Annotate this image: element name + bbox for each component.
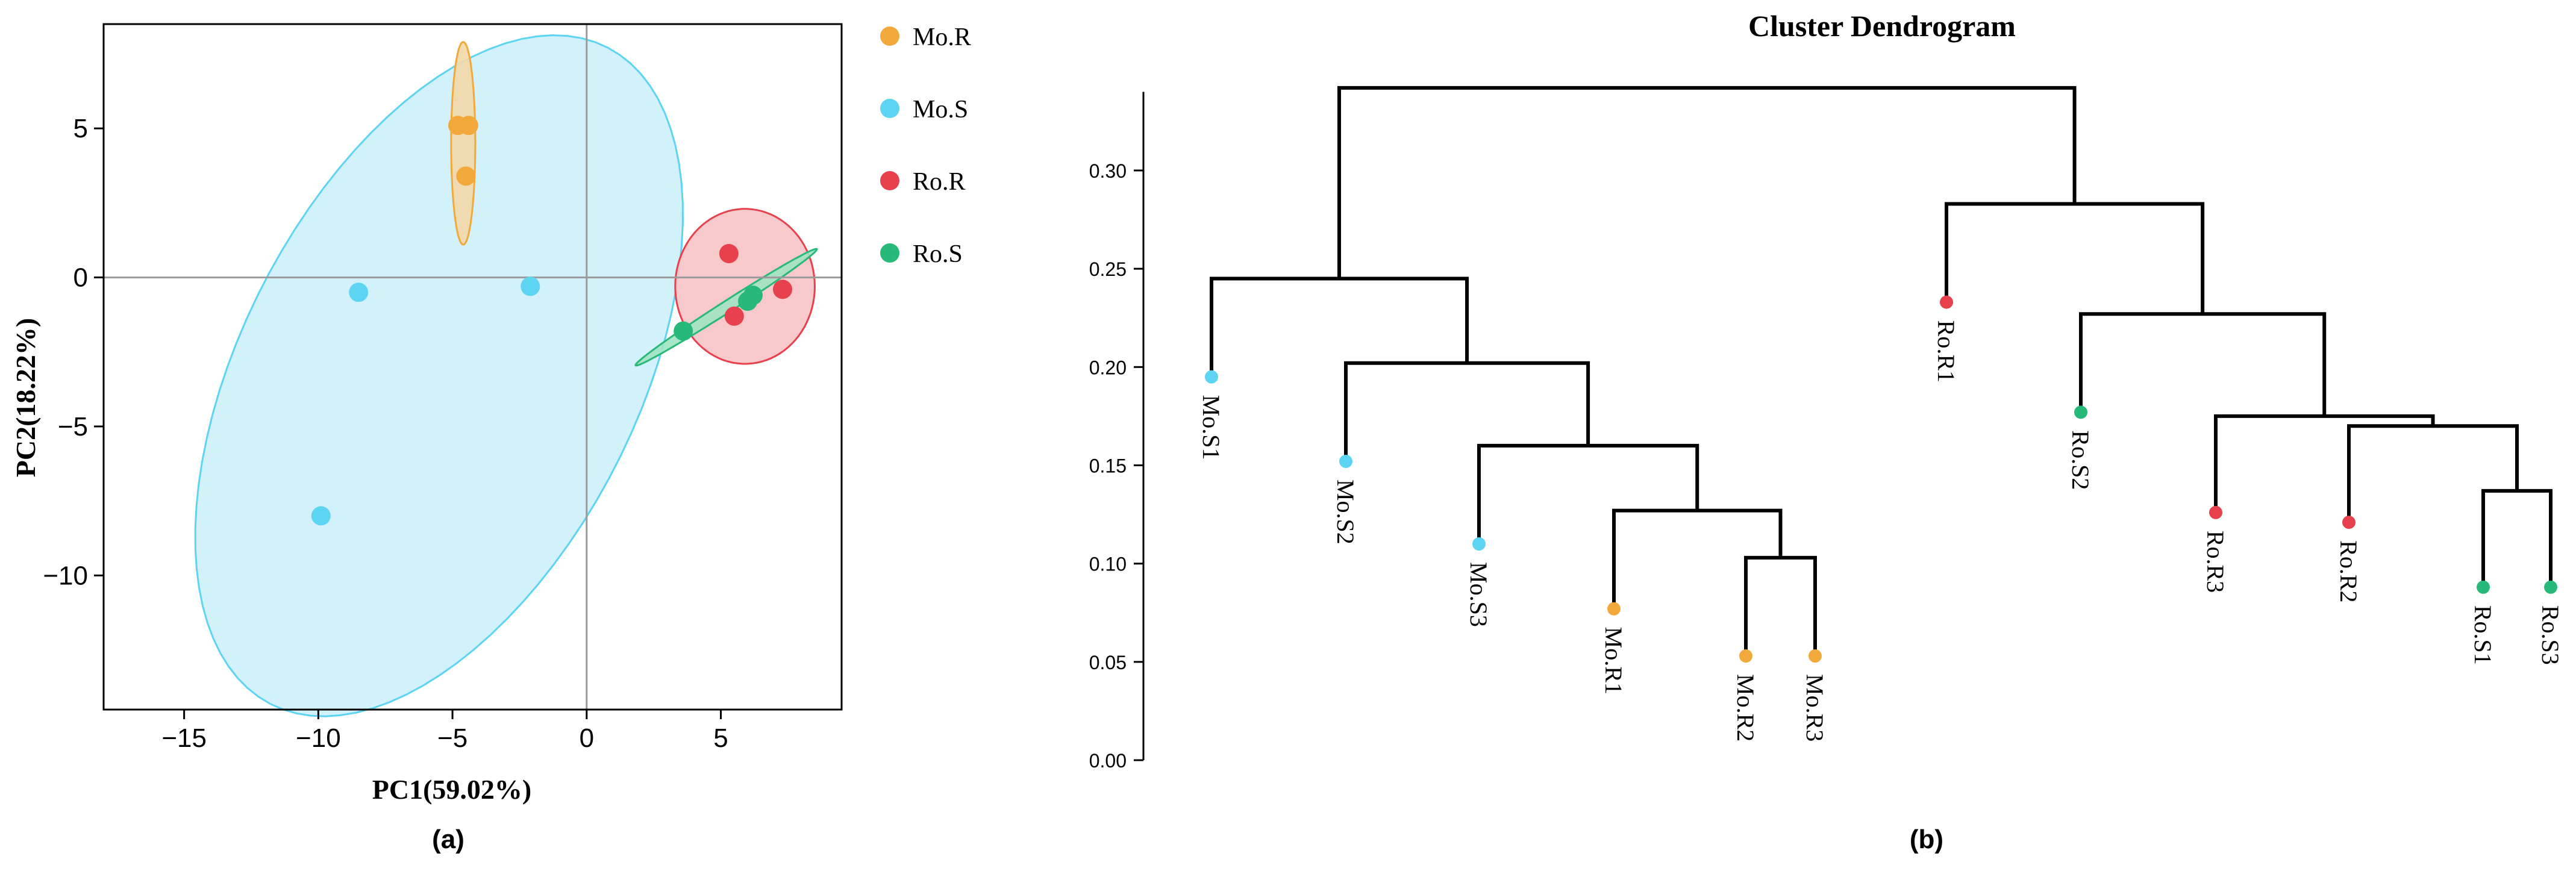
dendrogram-branch [1337, 86, 2077, 279]
legend-label-ro-s: Ro.S [913, 240, 963, 268]
x-tick-label: 0 [580, 723, 594, 753]
leaf-point-mo-s2 [1339, 454, 1352, 468]
dendrogram-title: Cluster Dendrogram [1748, 9, 2016, 43]
leaf-point-ro-s2 [2074, 405, 2087, 419]
legend-label-mo-r: Mo.R [913, 23, 971, 51]
pca-panel: −15 −10 −5 0 5 5 0 −5 −10 PC1(59.02%) PC2(18.22… [10, 23, 971, 854]
x-tick-label: −15 [161, 723, 207, 753]
legend-label-ro-r: Ro.R [913, 168, 966, 196]
dendrogram-branch [2079, 312, 2327, 416]
x-axis-ticks: −15 −10 −5 0 5 [161, 710, 728, 753]
legend-swatch-ro-r [880, 171, 899, 190]
point-mo-s [521, 276, 540, 296]
ellipse-ro-r [674, 208, 816, 365]
panel-b-label: (b) [1910, 825, 1943, 854]
legend: Mo.R Mo.S Ro.R Ro.S [880, 23, 971, 268]
dendrogram-branch [1612, 508, 1783, 609]
height-axis: 0.00 0.05 0.10 0.15 0.20 0.25 0.30 [1089, 92, 1145, 772]
dendrogram-branch [1945, 202, 2205, 314]
confidence-ellipses [194, 34, 818, 717]
x-tick-label: −10 [296, 723, 341, 753]
leaf-label-ro-s1: Ro.S1 [2469, 605, 2496, 665]
point-ro-r [773, 279, 792, 299]
dendrogram-branch [1744, 555, 1817, 656]
leaf-point-mo-r3 [1809, 649, 1822, 663]
y-tick-label: 0 [73, 263, 88, 293]
dendrogram-panel: Cluster Dendrogram 0.000.050.100.150.200… [1089, 9, 2564, 854]
leaf-point-ro-r3 [2209, 505, 2222, 519]
leaf-label-ro-s3: Ro.S3 [2537, 605, 2564, 665]
leaf-label-mo-r1: Mo.R1 [1600, 627, 1627, 695]
leaf-label-ro-r2: Ro.R2 [2335, 540, 2362, 602]
leaf-point-mo-r2 [1739, 649, 1752, 663]
legend-swatch-mo-s [880, 99, 899, 118]
height-tick-label: 0.10 [1089, 554, 1127, 575]
point-ro-s [674, 321, 693, 341]
point-mo-r [458, 116, 478, 136]
dendrogram-branch [2347, 424, 2519, 523]
reference-lines [104, 24, 842, 710]
point-ro-s [743, 286, 763, 305]
leaf-label-ro-r3: Ro.R3 [2202, 531, 2229, 593]
leaf-label-mo-s3: Mo.S3 [1465, 562, 1492, 627]
leaf-label-mo-r2: Mo.R2 [1732, 674, 1759, 741]
x-axis-label: PC1(59.02%) [372, 774, 531, 805]
leaf-point-ro-r2 [2342, 516, 2356, 529]
height-tick-label: 0.20 [1089, 357, 1127, 378]
leaf-label-mo-s1: Mo.S1 [1198, 395, 1225, 460]
y-axis-ticks: 5 0 −5 −10 [43, 114, 104, 590]
dendrogram-branch [1477, 443, 1699, 544]
point-mo-s [349, 283, 369, 302]
leaf-point-ro-s3 [2544, 580, 2557, 594]
leaf-point-ro-r1 [1940, 295, 1953, 309]
leaf-point-mo-s3 [1472, 537, 1486, 551]
y-axis-label: PC2(18.22%) [10, 318, 41, 477]
legend-swatch-mo-r [880, 27, 899, 46]
y-tick-label: −5 [58, 412, 88, 442]
leaf-point-mo-s1 [1205, 370, 1218, 384]
leaf-point-ro-s1 [2477, 580, 2490, 594]
point-mo-r [456, 166, 476, 186]
plot-frame [102, 23, 843, 711]
dendrogram-branch [2214, 414, 2435, 513]
x-tick-label: −5 [437, 723, 467, 753]
x-tick-label: 5 [713, 723, 728, 753]
ellipse-mo-r [450, 41, 477, 246]
height-tick-label: 0.05 [1089, 652, 1127, 673]
height-tick-label: 0.00 [1089, 750, 1127, 772]
height-tick-label: 0.15 [1089, 455, 1127, 477]
leaf-label-mo-s2: Mo.S2 [1332, 479, 1359, 545]
point-mo-s [311, 506, 331, 526]
panel-a-label: (a) [432, 825, 464, 854]
dendrogram-branch [2481, 489, 2553, 587]
leaf-label-ro-r1: Ro.R1 [1933, 320, 1960, 382]
legend-label-mo-s: Mo.S [913, 96, 968, 123]
dendrogram-leaves: Mo.S1 Mo.S2 Mo.S3 Mo.R1 Mo.R2 Mo.R3 Ro.R1 Ro.S2… [1198, 295, 2564, 741]
leaf-point-mo-r1 [1607, 602, 1621, 616]
ellipse-mo-s [194, 34, 684, 717]
point-ro-r [724, 306, 744, 326]
dendrogram-branches [1210, 86, 2553, 656]
point-ro-r [719, 243, 739, 263]
y-tick-label: −10 [43, 561, 88, 590]
y-tick-label: 5 [73, 114, 88, 143]
leaf-label-mo-r3: Mo.R3 [1801, 674, 1828, 741]
height-tick-label: 0.25 [1089, 258, 1127, 280]
scatter-points [311, 116, 792, 526]
height-tick-label: 0.30 [1089, 160, 1127, 182]
leaf-label-ro-s2: Ro.S2 [2067, 430, 2094, 490]
legend-swatch-ro-s [880, 243, 899, 263]
